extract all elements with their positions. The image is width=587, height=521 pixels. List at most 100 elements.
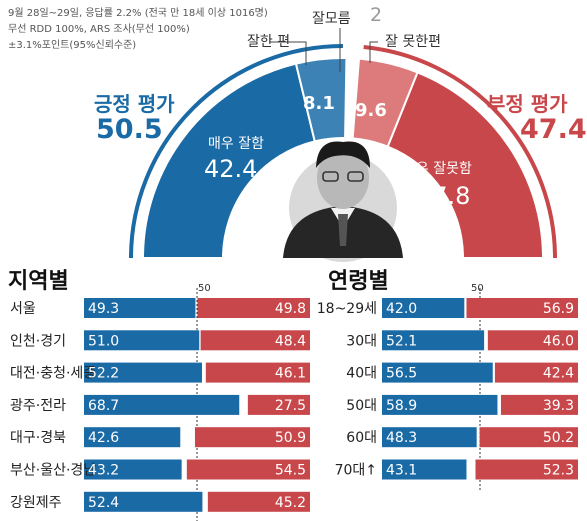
age-bar-negative [475, 459, 578, 480]
region-bar-negative [205, 362, 310, 383]
region-value-positive: 52.4 [88, 495, 119, 511]
age-bar-positive [382, 427, 477, 448]
region-category-label: 강원제주 [10, 495, 62, 511]
age-value-positive: 48.3 [386, 430, 417, 446]
age-bar-positive [382, 394, 498, 415]
region-bar-negative [207, 491, 310, 512]
age-bar-positive [382, 459, 467, 480]
age-bar-negative [487, 330, 578, 351]
age-bar-negative [494, 362, 578, 383]
region-bar-negative [186, 459, 310, 480]
segment-value-good: 8.1 [303, 93, 335, 114]
portrait-face [317, 147, 369, 209]
region-bar-positive [84, 491, 203, 512]
region-category-label: 부산·울산·경남 [10, 463, 96, 479]
region-category-label: 대구·경북 [10, 430, 66, 446]
region-bar-negative [194, 427, 310, 448]
region-category-label: 광주·전라 [10, 398, 66, 414]
survey-note-line2: 무선 RDD 100%, ARS 조사(무선 100%) [8, 24, 190, 35]
dont-know-name: 잘모름 [312, 11, 351, 27]
survey-note-line1: 9월 28일~29일, 응답률 2.2% (전국 만 18세 이상 1016명) [8, 8, 268, 19]
age-bar-positive [382, 362, 493, 383]
portrait-glasses-right [347, 171, 364, 182]
segment-name-very-bad: 매우 잘못함 [403, 161, 472, 177]
age-value-positive: 56.5 [386, 366, 417, 382]
segment-value-very-bad: 37.8 [417, 182, 471, 210]
age-bar-positive [382, 330, 485, 351]
region-value-positive: 68.7 [88, 398, 119, 414]
age-ref-label: 50 [471, 283, 484, 294]
age-value-negative: 39.3 [543, 398, 574, 414]
positive-label: 긍정 평가 [94, 92, 175, 116]
age-category-label: 40대 [346, 366, 377, 382]
age-value-negative: 56.9 [543, 301, 574, 317]
gauge-slice-good [294, 57, 348, 143]
region-bar-positive [84, 394, 240, 415]
region-title: 지역별 [8, 269, 69, 294]
region-bar-positive [84, 298, 196, 318]
region-bar-positive [84, 459, 182, 480]
positive-total: 50.5 [96, 114, 163, 145]
segment-name-good: 잘한 편 [247, 34, 291, 50]
age-value-positive: 58.9 [386, 398, 417, 414]
age-value-positive: 52.1 [386, 333, 417, 349]
age-category-label: 70대↑ [335, 463, 377, 479]
bad-leader-line [369, 41, 378, 63]
segment-value-bad: 9.6 [355, 100, 387, 121]
region-value-positive: 51.0 [88, 333, 119, 349]
region-value-negative: 49.8 [275, 301, 306, 317]
age-category-label: 50대 [346, 398, 377, 414]
dont-know-value: 2 [370, 4, 383, 26]
region-bar-negative [197, 298, 310, 318]
positive-outer-arc [129, 44, 343, 259]
segment-value-very-good: 42.4 [204, 155, 258, 183]
good-leader-line [270, 41, 307, 65]
region-value-positive: 42.6 [88, 430, 119, 446]
region-value-negative: 54.5 [275, 463, 306, 479]
age-title: 연령별 [328, 269, 389, 294]
negative-total: 47.4 [520, 114, 587, 145]
region-value-negative: 45.2 [275, 495, 306, 511]
age-value-positive: 42.0 [386, 301, 417, 317]
region-value-negative: 46.1 [275, 366, 306, 382]
age-bar-positive [382, 298, 465, 318]
region-value-positive: 52.2 [88, 366, 119, 382]
region-value-positive: 43.2 [88, 463, 119, 479]
region-bar-positive [84, 362, 202, 383]
segment-name-bad: 잘 못한편 [385, 34, 441, 50]
age-category-label: 30대 [346, 333, 377, 349]
survey-note-line3: ±3.1%포인트(95%신뢰수준) [8, 40, 137, 51]
age-value-negative: 52.3 [543, 463, 574, 479]
age-bar-negative [466, 298, 578, 318]
region-value-negative: 50.9 [275, 430, 306, 446]
region-category-label: 대전·충청·세종 [10, 366, 96, 382]
segment-name-very-good: 매우 잘함 [208, 136, 264, 152]
gauge-slice-very-good [141, 62, 316, 259]
age-category-label: 18~29세 [317, 301, 377, 317]
age-value-negative: 46.0 [543, 333, 574, 349]
gauge-slice-very-bad [386, 71, 545, 259]
region-value-positive: 49.3 [88, 301, 119, 317]
age-value-negative: 42.4 [543, 366, 574, 382]
age-value-negative: 50.2 [543, 430, 574, 446]
region-category-label: 서울 [10, 301, 36, 317]
portrait-glasses-left [322, 171, 339, 182]
region-value-negative: 27.5 [275, 398, 306, 414]
age-bar-negative [479, 427, 578, 448]
negative-outer-arc [363, 45, 557, 259]
region-bar-positive [84, 330, 200, 351]
portrait-tie [338, 214, 348, 246]
region-bar-positive [84, 427, 181, 448]
region-bar-negative [200, 330, 310, 351]
region-category-label: 인천·경기 [10, 333, 66, 349]
age-value-positive: 43.1 [386, 463, 417, 479]
negative-label: 부정 평가 [487, 92, 568, 116]
portrait-hair [316, 141, 370, 168]
age-bar-negative [500, 394, 578, 415]
region-value-negative: 48.4 [275, 333, 306, 349]
age-category-label: 60대 [346, 430, 377, 446]
region-bar-negative [247, 394, 310, 415]
region-ref-label: 50 [198, 283, 211, 294]
